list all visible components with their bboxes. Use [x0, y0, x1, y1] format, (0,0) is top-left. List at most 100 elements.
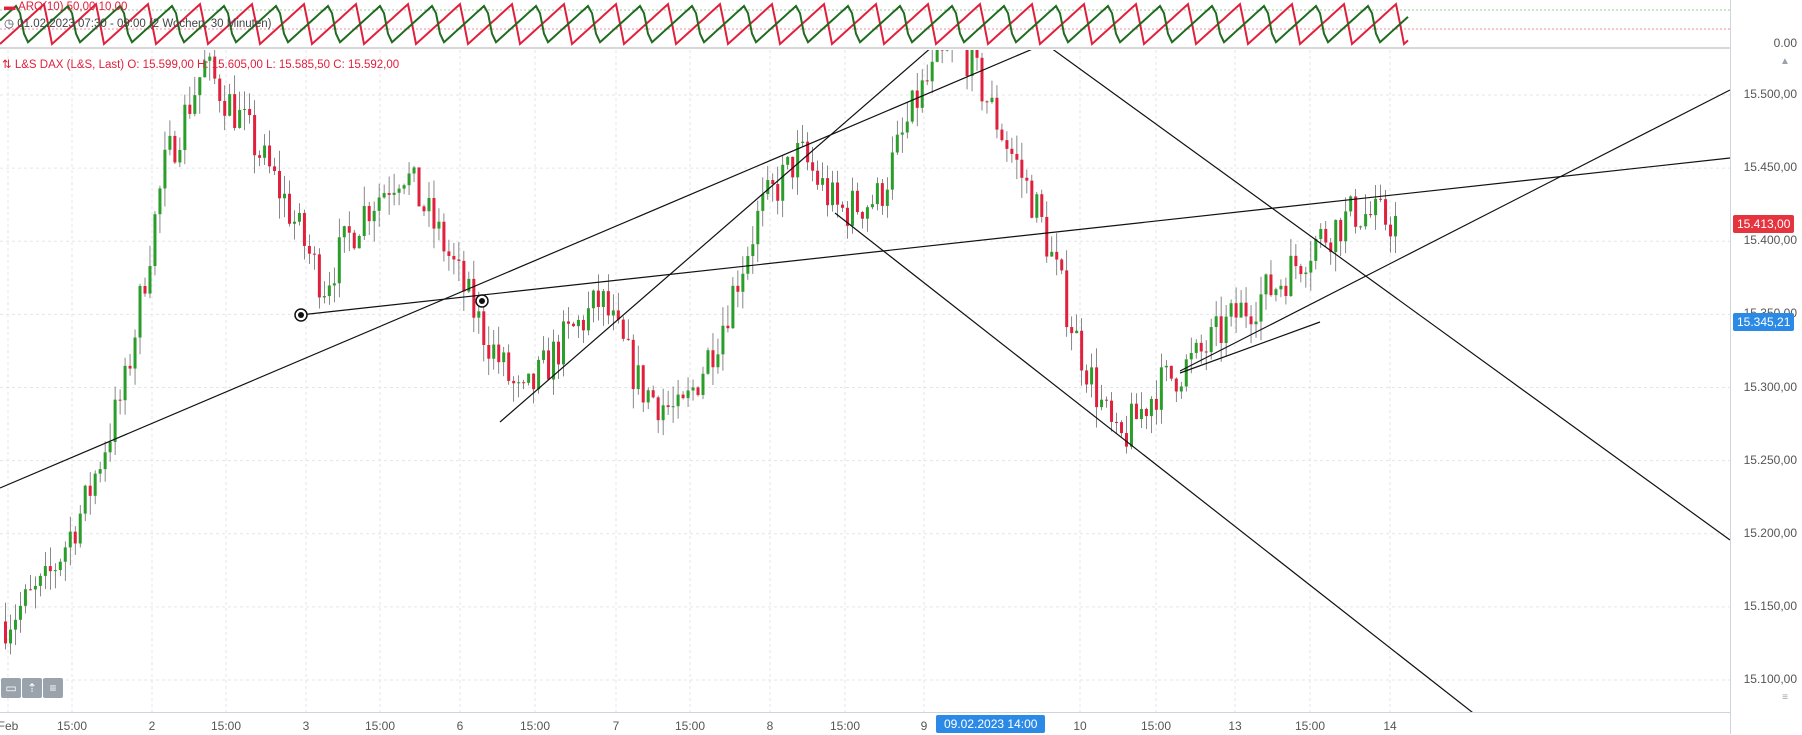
candle-body — [1060, 259, 1064, 271]
time-axis[interactable]: Feb 15:00 2 15:00 3 15:00 6 15:00 7 15:00 8 15:00 9 1… — [0, 712, 1730, 735]
candle-body — [920, 80, 924, 108]
candle-body — [83, 485, 87, 514]
candle-body — [452, 255, 456, 260]
candle-body — [666, 405, 670, 408]
axis-scroll-down-handle[interactable]: ≡ — [1782, 692, 1788, 703]
candle-body — [1144, 408, 1148, 417]
candle-body — [447, 251, 451, 256]
candle-body — [1269, 274, 1273, 296]
candle-body — [432, 198, 436, 229]
candle-body — [995, 97, 999, 130]
candle-body — [850, 190, 854, 226]
axis-scroll-up-handle[interactable]: ▲ — [1780, 56, 1790, 67]
candle-body — [581, 319, 585, 331]
price-axis-label: 15.250,00 — [1743, 452, 1797, 467]
candle-body — [1199, 342, 1203, 352]
instrument-legend: ⇅ L&S DAX (L&S, Last) O: 15.599,00 H: 15… — [2, 57, 399, 71]
candle-body — [23, 589, 27, 606]
candle-body — [98, 469, 102, 474]
candle-body — [417, 167, 421, 207]
indicator-axis-label: 0.00 — [1773, 36, 1797, 50]
candle-body — [1204, 351, 1208, 353]
indicator-value-2: 10,00 — [98, 1, 128, 13]
period-range: 01.02.2023 07:30 - 09:00 — [17, 18, 146, 30]
indicator-toggle-icon[interactable]: ▬ — [4, 1, 19, 13]
chart-period-info: ◷ 01.02.2023 07:30 - 09:00 (2 Wochen, 30… — [4, 16, 272, 30]
time-axis-label: 15:00 — [519, 719, 551, 733]
candlestick-chart[interactable] — [0, 50, 1730, 712]
candle-body — [626, 338, 630, 340]
candle-body — [163, 149, 167, 189]
candle-body — [437, 221, 441, 229]
candle-body — [611, 310, 615, 316]
ohlc-low: L: 15.585,50 — [266, 59, 331, 71]
candle-body — [33, 585, 37, 590]
candle-body — [855, 190, 859, 213]
ohlc-open: O: 15.599,00 — [127, 59, 194, 71]
candle-body — [1229, 303, 1233, 317]
trendline — [299, 157, 1730, 316]
candle-body — [1284, 285, 1288, 296]
trendline — [834, 212, 1473, 712]
candle-body — [586, 308, 590, 331]
candle-body — [562, 321, 565, 365]
candle-body — [1179, 386, 1183, 392]
time-axis-label: 14 — [1383, 719, 1397, 733]
clock-icon: ◷ — [4, 18, 18, 30]
candle-body — [208, 56, 212, 61]
candle-body — [322, 296, 326, 298]
candle-body — [153, 214, 157, 267]
time-axis-label: 2 — [148, 719, 156, 733]
candle-body — [342, 226, 346, 238]
candle-body — [1174, 378, 1178, 392]
candle-body — [382, 193, 386, 198]
candle-body — [651, 390, 655, 398]
candle-body — [173, 135, 177, 163]
candle-body — [1085, 370, 1089, 385]
aro-indicator-panel[interactable]: ▬ ARO(10) 50,00 10,00 ◷ 01.02.2023 07:30… — [0, 0, 1730, 50]
candle-body — [317, 254, 321, 298]
candle-body — [233, 94, 237, 128]
candle-body — [711, 350, 715, 368]
candle-body — [422, 206, 426, 212]
collapse-icon[interactable]: ▭ — [1, 678, 21, 698]
candle-body — [945, 50, 949, 51]
candle-body — [228, 94, 232, 116]
time-axis-label: 15:00 — [364, 719, 396, 733]
candle-body — [287, 193, 291, 224]
expand-up-icon[interactable]: ⇡ — [22, 678, 42, 698]
candle-body — [1224, 316, 1228, 343]
price-axis[interactable]: 0.00 ▲ 15.500,0015.450,0015.400,0015.350… — [1730, 0, 1802, 734]
indicator-value-1: 50,00 — [66, 1, 96, 13]
candle-body — [900, 132, 904, 135]
time-axis-label: 7 — [612, 719, 620, 733]
candle-body — [1239, 302, 1243, 318]
candle-body — [258, 155, 262, 158]
time-axis-label: 6 — [456, 719, 464, 733]
menu-icon[interactable]: ≡ — [43, 678, 63, 698]
candle-body — [631, 339, 635, 390]
candle-body — [158, 188, 162, 215]
candle-body — [243, 109, 247, 111]
candle-body — [1090, 367, 1094, 385]
time-axis-label: 13 — [1228, 719, 1242, 733]
price-axis-label: 15.100,00 — [1743, 672, 1797, 686]
indicator-name: ARO(10) — [18, 1, 64, 13]
candle-body — [1115, 421, 1119, 423]
candle-body — [925, 80, 929, 82]
candle-body — [905, 121, 909, 133]
candle-body — [168, 135, 172, 150]
candle-body — [761, 193, 765, 211]
candle-body — [895, 134, 899, 153]
candle-body — [552, 341, 556, 380]
candle-body — [1294, 255, 1298, 267]
candle-body — [557, 341, 561, 365]
candle-body — [1274, 289, 1278, 296]
candle-body — [1070, 327, 1074, 334]
candle-body — [133, 337, 137, 369]
price-chart-panel[interactable] — [0, 50, 1730, 712]
candle-body — [1035, 194, 1039, 218]
candle-body — [1065, 270, 1069, 328]
candle-body — [606, 291, 610, 316]
price-axis-label: 15.500,00 — [1743, 87, 1797, 101]
